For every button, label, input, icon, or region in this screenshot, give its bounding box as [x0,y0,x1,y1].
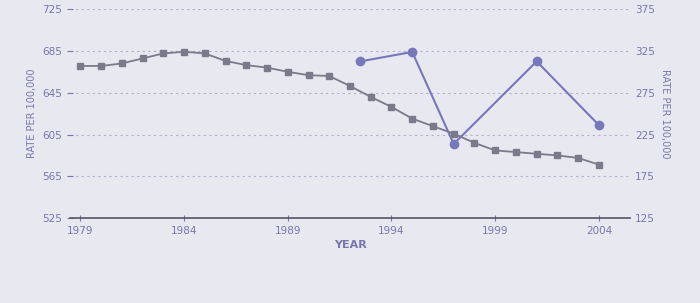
X-axis label: YEAR: YEAR [334,240,366,250]
Y-axis label: RATE PER 100,000: RATE PER 100,000 [27,69,37,158]
Y-axis label: RATE PER 100,000: RATE PER 100,000 [660,69,671,158]
